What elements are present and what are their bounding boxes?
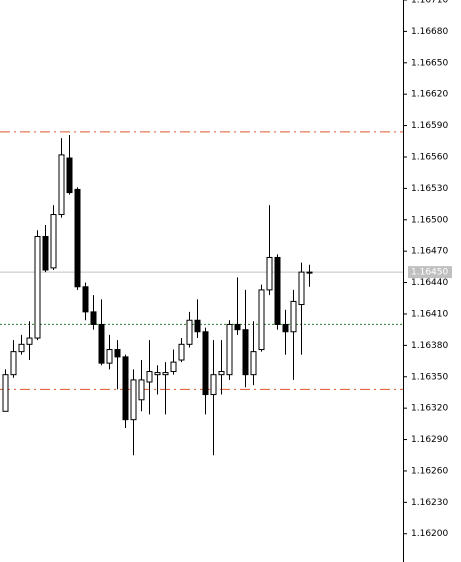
candle-body [2,374,9,412]
candle-body [194,319,201,333]
candle-body [26,337,33,345]
y-tick-label: 1.16680 [411,27,448,37]
y-tick-label: 1.16560 [411,152,448,162]
y-tick-label: 1.16230 [411,498,448,508]
candle-body [66,157,73,194]
candle-body [58,154,65,216]
bid-label-bg [408,266,452,279]
candle-body [106,349,113,364]
candle-body [130,379,137,421]
candle-body [242,329,249,376]
candle-body [266,256,273,291]
candle-body [146,371,153,383]
candle-body [162,372,169,376]
candle-body [98,323,105,364]
candle-body [306,271,313,274]
candle-body [226,323,233,376]
y-tick-label: 1.16620 [411,90,448,100]
candle-body [82,286,89,313]
candle-body [258,289,265,351]
bid-label: 1.16450 [411,268,448,278]
y-tick-label: 1.16500 [411,215,448,225]
y-tick-label: 1.16260 [411,466,448,476]
y-tick-label: 1.16710 [411,0,448,6]
candle-body [218,371,225,376]
candle-body [282,323,289,333]
candle-body [274,256,281,325]
y-tick-label: 1.16200 [411,529,448,539]
candle-body [210,374,217,396]
candle-body [234,323,241,331]
candle-body [50,214,57,269]
candle-body [170,361,177,373]
candle-body [186,319,193,345]
y-tick-label: 1.16650 [411,58,448,68]
y-tick-label: 1.16470 [411,247,448,257]
candle-body [250,351,257,376]
candle-body [90,311,97,325]
candle-body [42,236,49,271]
candle-body [114,349,121,358]
y-tick-label: 1.16350 [411,372,448,382]
y-tick-label: 1.16380 [411,341,448,351]
candle-body [34,236,41,339]
candle-body [122,356,129,421]
candle-body [74,188,81,288]
y-tick-label: 1.16320 [411,404,448,414]
y-tick-label: 1.16590 [411,121,448,131]
y-tick-label: 1.16410 [411,309,448,319]
candle-body [18,343,25,353]
candle-body [10,351,17,376]
y-tick-label: 1.16530 [411,184,448,194]
y-tick-label: 1.16440 [411,278,448,288]
candle-body [154,372,161,376]
candle-body [298,271,305,306]
candle-body [202,331,209,396]
candle-body [138,379,145,401]
y-tick-label: 1.16290 [411,435,448,445]
candle-body [178,343,185,361]
candle-body [290,300,297,333]
